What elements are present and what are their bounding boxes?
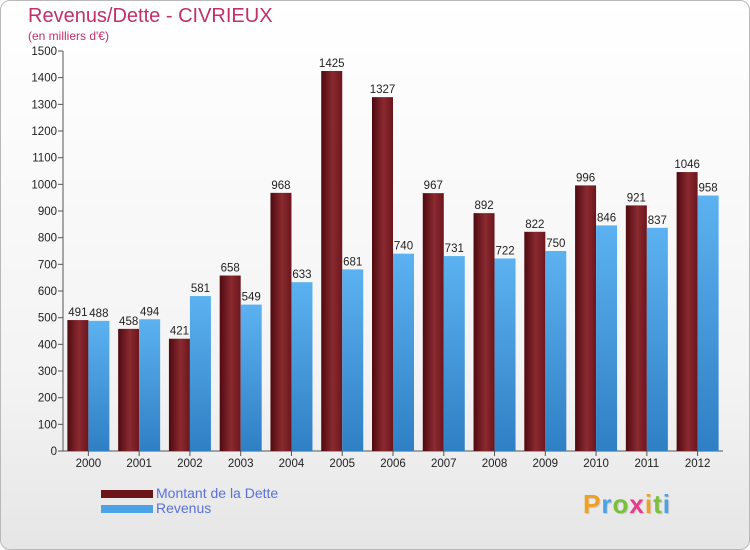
bar-revenus xyxy=(646,227,668,451)
bar-revenus xyxy=(342,269,364,451)
data-label-dette: 458 xyxy=(119,316,138,328)
logo-letter: r xyxy=(601,489,613,519)
x-tick-label: 2012 xyxy=(685,458,711,470)
chart-title: Revenus/Dette - CIVRIEUX xyxy=(28,5,273,27)
x-tick-label: 2006 xyxy=(380,458,406,470)
proxiti-logo: Proxiti xyxy=(583,489,671,520)
data-label-revenus: 958 xyxy=(699,183,718,195)
bar-revenus xyxy=(240,304,262,451)
bar-dette xyxy=(625,205,647,451)
data-label-dette: 658 xyxy=(221,263,240,275)
x-tick-label: 2010 xyxy=(583,458,609,470)
x-tick-label: 2001 xyxy=(126,458,152,470)
y-tick-label: 1000 xyxy=(31,179,57,191)
data-label-dette: 921 xyxy=(627,192,646,204)
data-label-revenus: 837 xyxy=(648,215,667,227)
y-tick-label: 1400 xyxy=(31,73,57,85)
y-tick-label: 1500 xyxy=(31,46,57,58)
y-tick-label: 1300 xyxy=(31,99,57,111)
bar-revenus xyxy=(139,319,161,451)
y-tick-label: 300 xyxy=(38,366,57,378)
data-label-revenus: 846 xyxy=(597,212,616,224)
y-tick-label: 100 xyxy=(38,419,57,431)
y-tick-label: 900 xyxy=(38,206,57,218)
bar-dette xyxy=(219,275,241,451)
data-label-dette: 1425 xyxy=(319,58,345,70)
data-label-revenus: 731 xyxy=(445,243,464,255)
y-tick-label: 400 xyxy=(38,339,57,351)
bar-revenus xyxy=(443,256,465,451)
bar-dette xyxy=(168,338,190,451)
bar-dette xyxy=(372,97,393,451)
x-tick-label: 2000 xyxy=(76,458,102,470)
x-tick-label: 2003 xyxy=(228,458,254,470)
bar-dette xyxy=(118,328,140,451)
y-tick-label: 600 xyxy=(38,286,57,298)
bar-dette xyxy=(270,192,292,451)
data-label-dette: 1046 xyxy=(674,159,700,171)
legend-swatch-revenus xyxy=(101,505,153,513)
y-tick-label: 1200 xyxy=(31,126,57,138)
x-tick-label: 2004 xyxy=(279,458,305,470)
bar-revenus xyxy=(494,258,516,451)
data-label-dette: 822 xyxy=(525,219,544,231)
bar-revenus xyxy=(393,253,414,451)
data-label-dette: 892 xyxy=(474,200,493,212)
data-label-revenus: 581 xyxy=(191,283,210,295)
x-tick-label: 2011 xyxy=(634,458,659,470)
bar-dette xyxy=(67,320,89,451)
logo-letter: o xyxy=(612,489,630,519)
data-label-dette: 968 xyxy=(271,180,290,192)
legend-label-revenus: Revenus xyxy=(156,500,212,516)
y-tick-label: 200 xyxy=(38,393,57,405)
logo-letter: t xyxy=(653,489,663,519)
bars xyxy=(67,71,719,452)
bar-revenus xyxy=(291,282,313,451)
bar-dette xyxy=(473,213,495,451)
bar-revenus xyxy=(596,225,618,451)
x-tick-label: 2008 xyxy=(482,458,508,470)
bar-revenus xyxy=(697,195,719,451)
data-label-revenus: 549 xyxy=(242,292,261,304)
logo-letter: i xyxy=(644,489,654,519)
data-label-revenus: 681 xyxy=(343,256,362,268)
bar-dette xyxy=(676,172,698,452)
data-label-dette: 1327 xyxy=(370,84,396,96)
data-label-dette: 421 xyxy=(170,326,189,338)
data-label-revenus: 740 xyxy=(394,241,413,253)
data-label-revenus: 488 xyxy=(89,308,108,320)
y-tick-label: 500 xyxy=(38,313,57,325)
data-label-revenus: 722 xyxy=(495,245,514,257)
data-label-dette: 967 xyxy=(424,180,443,192)
x-tick-label: 2002 xyxy=(177,458,203,470)
bar-dette xyxy=(321,71,343,451)
data-label-revenus: 750 xyxy=(546,238,565,250)
y-tick-label: 0 xyxy=(51,446,57,458)
logo-letter: x xyxy=(629,489,645,519)
bar-revenus xyxy=(88,320,110,451)
logo-letter: i xyxy=(662,489,671,519)
bar-revenus xyxy=(189,296,211,451)
x-tick-label: 2007 xyxy=(431,458,457,470)
x-tick-label: 2005 xyxy=(329,458,355,470)
bar-dette xyxy=(575,185,597,451)
x-tick-label: 2009 xyxy=(533,458,559,470)
bar-dette xyxy=(422,193,444,451)
logo-letter: P xyxy=(583,489,602,519)
data-label-dette: 996 xyxy=(576,172,595,184)
chart-subtitle: (en milliers d'€) xyxy=(28,29,109,43)
legend-label-dette: Montant de la Dette xyxy=(156,485,279,501)
y-tick-label: 1100 xyxy=(32,153,57,165)
bar-dette xyxy=(524,231,546,451)
y-tick-label: 800 xyxy=(38,233,57,245)
data-label-dette: 491 xyxy=(68,307,87,319)
bar-revenus xyxy=(545,251,567,451)
legend-swatch-dette xyxy=(101,490,153,498)
y-tick-label: 700 xyxy=(38,259,57,271)
data-label-revenus: 494 xyxy=(140,306,160,318)
data-label-revenus: 633 xyxy=(292,269,311,281)
